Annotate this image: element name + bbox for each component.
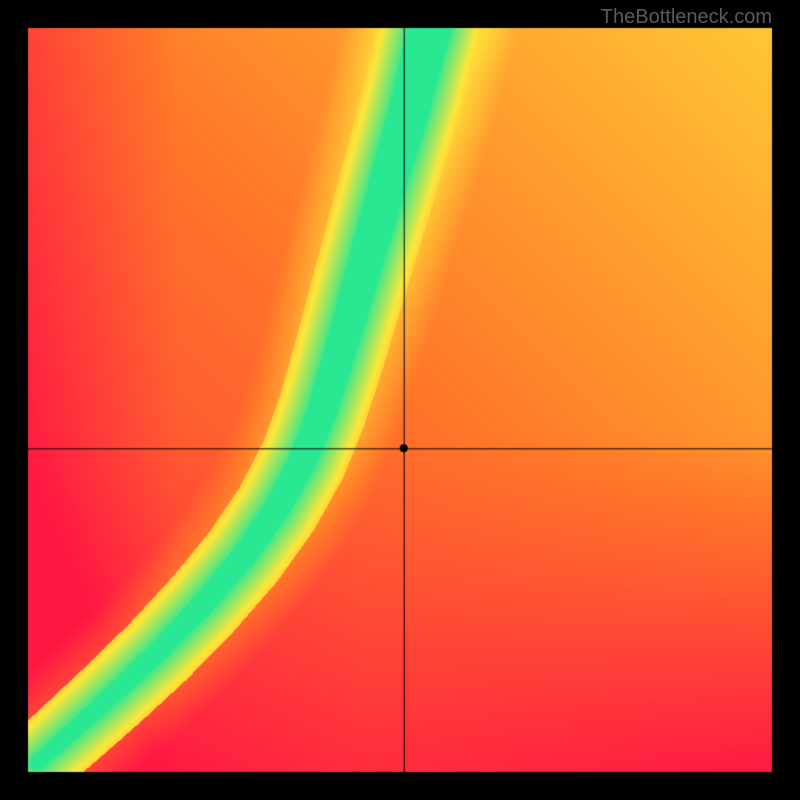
bottleneck-heatmap [0,0,800,800]
watermark-text: TheBottleneck.com [601,6,772,29]
